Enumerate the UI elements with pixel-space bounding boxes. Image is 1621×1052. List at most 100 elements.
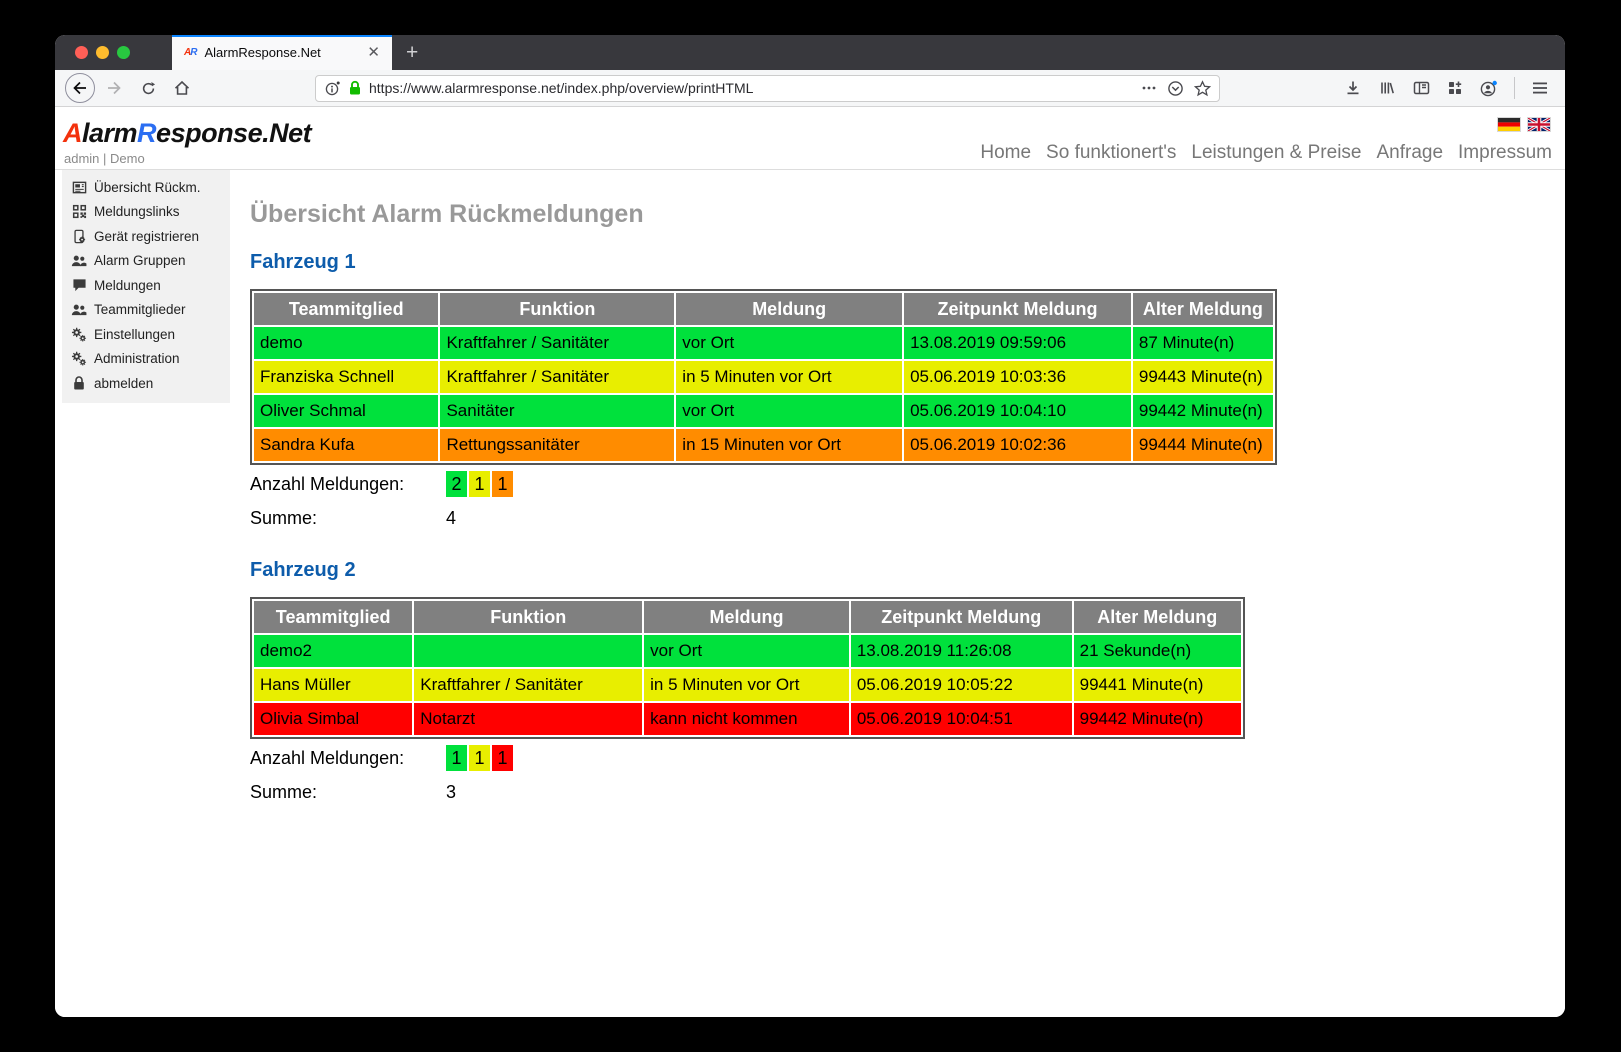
new-tab-button[interactable]: + [406, 40, 419, 64]
downloads-button[interactable] [1338, 74, 1368, 102]
sidebar-item-meldungen[interactable]: Meldungen [62, 273, 230, 298]
sidebar-item-einstellungen[interactable]: Einstellungen [62, 322, 230, 347]
table-cell: demo2 [254, 635, 413, 667]
nav-link-home[interactable]: Home [980, 142, 1032, 163]
german-flag-icon[interactable] [1498, 118, 1520, 131]
url-bar[interactable]: https://www.alarmresponse.net/index.php/… [315, 74, 1220, 102]
table-cell: in 5 Minuten vor Ort [676, 361, 903, 393]
browser-window: AR AlarmResponse.Net ✕ + https://www.ala… [55, 35, 1565, 1017]
count-box-green: 2 [446, 471, 467, 497]
back-button[interactable] [65, 73, 95, 103]
sidebar-item-meldungslinks[interactable]: Meldungslinks [62, 200, 230, 225]
nav-link-leistungen-preise[interactable]: Leistungen & Preise [1191, 142, 1362, 163]
home-button[interactable] [167, 74, 197, 102]
column-header: Alter Meldung [1073, 601, 1241, 633]
gears-icon [71, 351, 87, 367]
reload-icon [142, 81, 155, 94]
menu-button[interactable] [1525, 74, 1555, 102]
vehicle-section: Fahrzeug 1 Teammitglied Funktion Meldung Zei… [250, 251, 1565, 529]
secure-lock-icon[interactable] [348, 80, 362, 96]
count-box-yellow: 1 [469, 745, 490, 771]
nav-link-impressum[interactable]: Impressum [1458, 142, 1552, 163]
language-switcher [1498, 118, 1550, 131]
table-row: Olivia Simbal Notarzt kann nicht kommen 05.… [254, 703, 1241, 735]
table-cell: kann nicht kommen [644, 703, 849, 735]
table-head: Teammitglied Funktion Meldung Zeitpunkt Mel… [254, 293, 1273, 325]
chat-icon [71, 277, 87, 293]
main-content: Übersicht Alarm Rückmeldungen Fahrzeug 1… [230, 170, 1565, 833]
reload-button[interactable] [133, 74, 163, 102]
sidebar-item-administration[interactable]: Administration [62, 347, 230, 372]
site-logo[interactable]: AlarmResponse.Net [63, 118, 312, 148]
column-header: Funktion [440, 293, 675, 325]
users-icon [71, 302, 87, 318]
table-cell: Kraftfahrer / Sanitäter [440, 361, 675, 393]
maximize-window-button[interactable] [117, 46, 130, 59]
page-body: Übersicht Rückm. Meldungslinks Gerät regis… [55, 170, 1565, 1017]
sidebar-item-übersicht-rückm-[interactable]: Übersicht Rückm. [62, 175, 230, 200]
minimize-window-button[interactable] [96, 46, 109, 59]
column-header: Meldung [676, 293, 903, 325]
table-cell [414, 635, 643, 667]
sidebar-item-label: Gerät registrieren [94, 228, 200, 244]
pocket-icon[interactable] [1167, 80, 1184, 97]
count-box-red: 1 [492, 745, 513, 771]
table-cell: 13.08.2019 09:59:06 [904, 327, 1131, 359]
page-info-icon[interactable] [324, 80, 341, 97]
sidebar-item-teammitglieder[interactable]: Teammitglieder [62, 298, 230, 323]
home-icon [174, 80, 190, 95]
sidebar-item-label: Einstellungen [94, 326, 176, 342]
uk-flag-icon[interactable] [1528, 118, 1550, 131]
sidebar-item-label: Administration [94, 351, 180, 367]
account-button[interactable] [1474, 74, 1504, 102]
counts-label: Anzahl Meldungen: [250, 473, 405, 494]
tab-title: AlarmResponse.Net [204, 45, 321, 60]
vehicle-section: Fahrzeug 2 Teammitglied Funktion Meldung Zei… [250, 559, 1565, 803]
web-page: AlarmResponse.Net admin | Demo Home So fu… [55, 107, 1565, 1017]
nav-link-anfrage[interactable]: Anfrage [1376, 142, 1444, 163]
nav-link-so-funktionert-s[interactable]: So funktionert's [1046, 142, 1177, 163]
column-header: Alter Meldung [1132, 293, 1273, 325]
browser-toolbar: https://www.alarmresponse.net/index.php/… [55, 70, 1565, 107]
site-favicon: AR [184, 47, 198, 58]
page-actions-icon[interactable] [1141, 80, 1157, 96]
column-header: Teammitglied [254, 293, 439, 325]
table-cell: 05.06.2019 10:02:36 [904, 429, 1131, 461]
extensions-grid-icon [1449, 81, 1462, 94]
forward-button[interactable] [99, 74, 129, 102]
table-cell: 05.06.2019 10:03:36 [904, 361, 1131, 393]
forward-icon [108, 81, 121, 95]
count-box-green: 1 [446, 745, 467, 771]
users-icon [71, 253, 87, 269]
close-window-button[interactable] [75, 46, 88, 59]
sidebar-item-label: Meldungslinks [94, 204, 180, 220]
table-cell: 99444 Minute(n) [1132, 429, 1273, 461]
browser-tab[interactable]: AR AlarmResponse.Net ✕ [172, 35, 392, 70]
table-row: Hans Müller Kraftfahrer / Sanitäter in 5 M… [254, 669, 1241, 701]
bookmark-star-icon[interactable] [1194, 79, 1211, 97]
table-row: demo Kraftfahrer / Sanitäter vor Ort 13.08.… [254, 327, 1273, 359]
sidebar-item-alarm-gruppen[interactable]: Alarm Gruppen [62, 249, 230, 274]
section-heading: Fahrzeug 2 [250, 559, 356, 581]
sidebar-item-label: Teammitglieder [94, 302, 186, 318]
overview-icon [71, 179, 87, 195]
section-heading: Fahrzeug 1 [250, 251, 356, 273]
download-icon [1347, 81, 1359, 95]
sidebar-item-abmelden[interactable]: abmelden [62, 371, 230, 396]
extensions-button[interactable] [1440, 74, 1470, 102]
url-text: https://www.alarmresponse.net/index.php/… [369, 80, 754, 96]
table-cell: vor Ort [644, 635, 849, 667]
hamburger-icon [1533, 82, 1547, 94]
tab-close-icon[interactable]: ✕ [367, 44, 380, 61]
library-button[interactable] [1372, 74, 1402, 102]
toolbar-separator [1514, 77, 1515, 99]
table-cell: Sanitäter [440, 395, 675, 427]
table-cell: vor Ort [676, 327, 903, 359]
table-row: Oliver Schmal Sanitäter vor Ort 05.06.2019 … [254, 395, 1273, 427]
summe-line: Summe: 4 [250, 508, 1565, 529]
column-header: Funktion [414, 601, 643, 633]
sidebar-toggle-button[interactable] [1406, 74, 1436, 102]
sidebar-item-gerät-registrieren[interactable]: Gerät registrieren [62, 224, 230, 249]
